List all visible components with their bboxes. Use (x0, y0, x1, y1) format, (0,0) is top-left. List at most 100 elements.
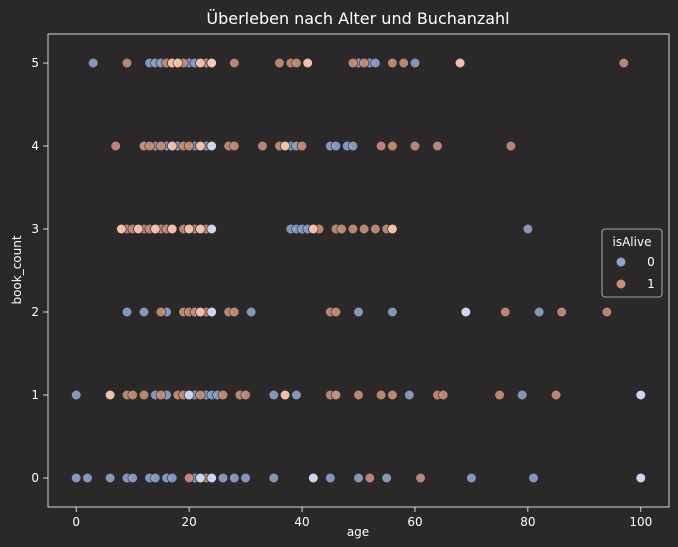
data-point (206, 57, 217, 69)
data-point (150, 223, 161, 235)
data-point (229, 306, 240, 318)
data-point (438, 389, 449, 401)
ticks-layer: 0 20 40 60 80 100 0 1 2 3 4 5 (31, 56, 652, 529)
data-point (127, 389, 138, 401)
y-tick-label: 3 (31, 222, 39, 236)
data-point (336, 223, 347, 235)
data-point (184, 472, 195, 484)
data-point (257, 140, 268, 152)
y-tick-label: 1 (31, 388, 39, 402)
data-point (184, 389, 195, 401)
data-point (127, 472, 138, 484)
data-point (376, 389, 387, 401)
data-point (635, 472, 646, 484)
legend-marker-1 (615, 278, 627, 290)
data-point (291, 389, 302, 401)
data-point (195, 140, 206, 152)
data-point (184, 223, 195, 235)
data-point (206, 140, 217, 152)
y-tick-label: 0 (31, 471, 39, 485)
data-point (376, 140, 387, 152)
x-tick-label: 0 (72, 515, 80, 529)
data-point (138, 389, 150, 401)
legend-label-0: 0 (647, 255, 655, 269)
x-tick-label: 60 (407, 515, 422, 529)
data-point (104, 472, 116, 484)
data-point (274, 57, 285, 69)
data-point (155, 140, 166, 152)
chart-title: Überleben nach Alter und Buchanzahl (206, 9, 509, 28)
x-axis-label: age (347, 525, 369, 539)
data-point (217, 389, 229, 401)
x-tick-label: 80 (520, 515, 535, 529)
data-point (71, 472, 82, 484)
x-tick-label: 40 (294, 515, 309, 529)
data-point (398, 57, 409, 69)
data-point (172, 57, 183, 69)
data-point (330, 389, 342, 401)
data-point (88, 57, 99, 69)
data-point (635, 389, 646, 401)
data-point (347, 140, 359, 152)
data-point (387, 140, 398, 152)
data-point (240, 472, 251, 484)
data-point (500, 306, 511, 318)
data-point (121, 57, 133, 69)
data-point (268, 472, 279, 484)
data-point (618, 57, 629, 69)
data-point (556, 306, 567, 318)
data-point (528, 472, 539, 484)
data-point (387, 223, 398, 235)
legend-box (601, 228, 663, 298)
data-point (195, 306, 206, 318)
data-point (308, 223, 319, 235)
data-point (268, 389, 279, 401)
data-point (229, 140, 240, 152)
data-point (460, 306, 471, 318)
data-point (82, 472, 93, 484)
data-point (381, 472, 392, 484)
data-point (359, 57, 370, 69)
plot-area (47, 33, 670, 508)
data-point (370, 57, 381, 69)
data-point (246, 306, 257, 318)
data-point (206, 306, 217, 318)
legend: isAlive 0 1 (601, 228, 663, 298)
data-point (505, 140, 517, 152)
data-point (155, 389, 166, 401)
data-point (455, 57, 466, 69)
data-point (387, 389, 398, 401)
data-point (534, 306, 545, 318)
data-point (195, 472, 206, 484)
data-point (116, 223, 127, 235)
data-point (364, 472, 375, 484)
data-point (415, 472, 426, 484)
data-point (280, 140, 291, 152)
y-tick-label: 2 (31, 305, 39, 319)
data-point (195, 389, 206, 401)
data-point (370, 223, 381, 235)
data-point (353, 306, 364, 318)
data-point (280, 389, 291, 401)
data-point (195, 57, 206, 69)
data-point (110, 140, 121, 152)
data-point (330, 306, 342, 318)
data-point (359, 223, 370, 235)
data-point (308, 472, 319, 484)
data-point (404, 389, 415, 401)
data-point (550, 389, 562, 401)
y-tick-label: 4 (31, 139, 39, 153)
data-point (387, 306, 398, 318)
legend-title: isAlive (613, 235, 652, 249)
data-point (206, 223, 217, 235)
points-layer (71, 57, 646, 484)
data-point (494, 389, 505, 401)
data-point (302, 57, 313, 69)
data-point (104, 389, 116, 401)
y-tick-label: 5 (31, 56, 39, 70)
data-point (296, 140, 308, 152)
data-point (195, 223, 206, 235)
data-point (387, 57, 398, 69)
data-point (144, 140, 155, 152)
